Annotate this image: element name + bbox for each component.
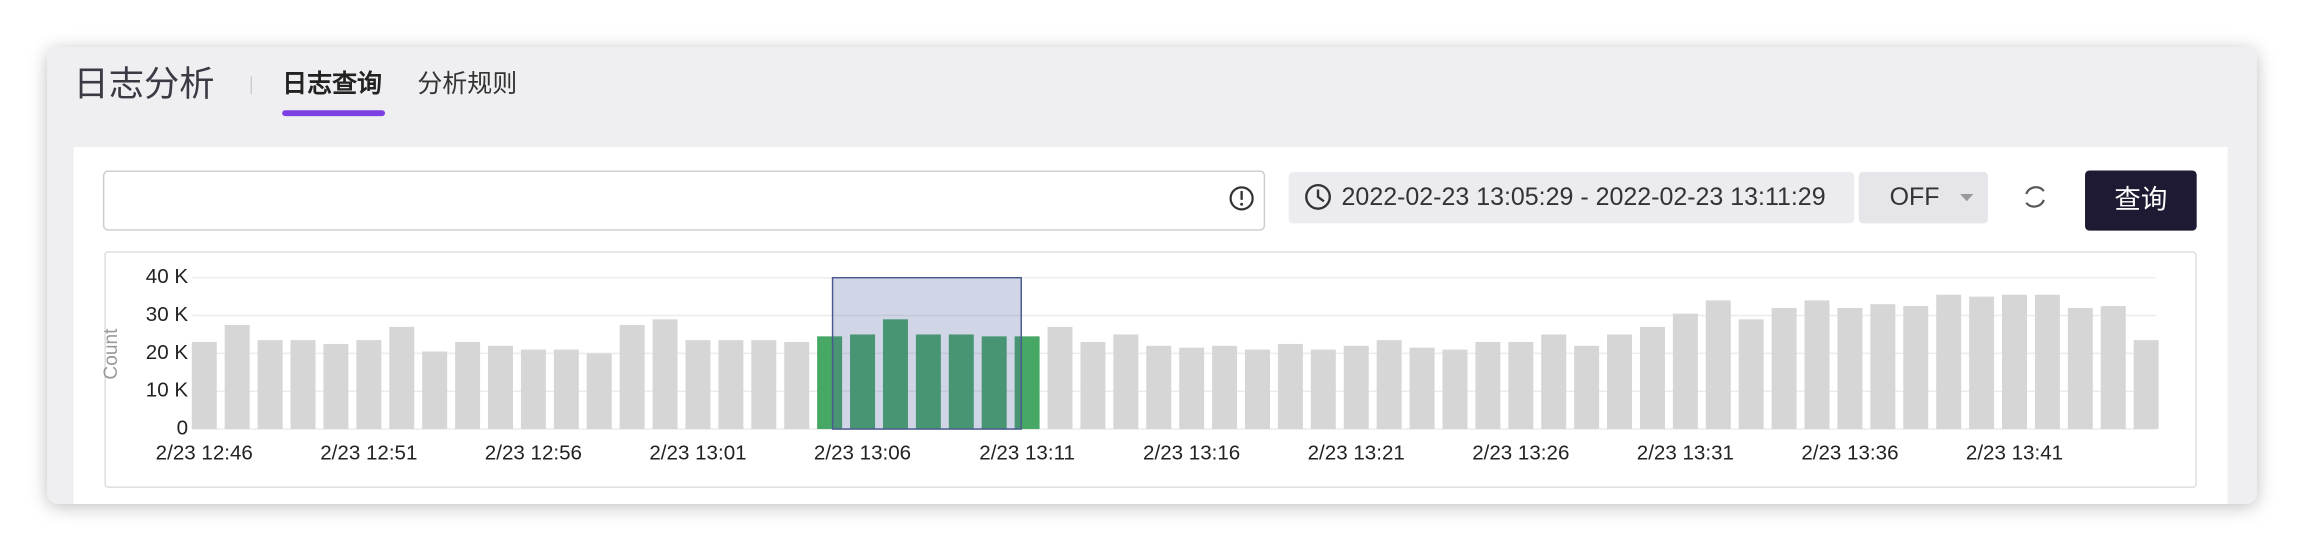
x-tick-label: 2/23 13:16 [1143,441,1240,464]
bar [1508,342,1534,430]
bar [1442,349,1468,430]
tab-underline [282,110,386,117]
bar [685,340,711,430]
page-title: 日志分析 [74,65,215,104]
bar [1607,334,1633,430]
bar [1639,326,1665,430]
bar [257,340,283,430]
bar [1245,349,1270,430]
x-tick-label: 2/23 13:11 [979,441,1075,464]
bar [1343,345,1369,430]
bar [2034,294,2060,430]
y-axis-label: Count [101,328,122,380]
y-tick-label: 0 [177,416,188,439]
x-tick-label: 2/23 12:46 [156,441,253,464]
bar [1014,336,1040,430]
bar [1541,334,1567,430]
bar [586,353,612,430]
bar [981,336,1007,430]
bar [389,326,415,430]
bar [323,343,349,430]
bar [455,342,481,430]
clock-hands [1316,189,1325,203]
bar [751,340,777,430]
query-button[interactable] [2085,170,2197,231]
bar [1146,345,1172,430]
refresh-icon[interactable] [2025,186,2045,208]
refresh-select[interactable] [1858,171,1989,224]
y-tick-label: 20 K [146,341,189,364]
bar [488,345,513,430]
info-icon[interactable] [1229,186,1254,211]
x-tick-label: 2/23 13:31 [1637,441,1734,464]
bar [422,351,448,430]
bar [1475,342,1501,430]
tab[interactable]: 分析规则 [417,70,517,98]
x-tick-label: 2/23 13:41 [1966,441,2063,464]
x-tick-label: 2/23 13:36 [1801,441,1898,464]
bar [1212,345,1238,430]
bar [1113,334,1139,430]
bar [1310,349,1336,430]
bar [1771,307,1797,430]
bar [784,342,810,430]
info-icon-dot [1240,202,1244,206]
bar [1409,347,1435,430]
bar [1376,340,1402,430]
bar [882,319,908,430]
x-tick-label: 2/23 12:51 [320,441,417,464]
tab[interactable]: 日志查询 [282,69,382,98]
bar [1738,319,1764,430]
bar [1705,300,1731,430]
bar [1047,326,1073,430]
bar [1672,313,1698,430]
bar [356,340,382,430]
x-tick-label: 2/23 13:01 [649,441,746,464]
bar [948,334,974,430]
bar [290,340,316,430]
x-tick-label: 2/23 13:26 [1472,441,1569,464]
x-tick-label: 2/23 12:56 [485,441,582,464]
bar [2067,307,2093,430]
bar [1936,294,1962,430]
clock-icon [1305,183,1331,210]
y-tick-label: 10 K [146,379,189,402]
bar [718,340,744,430]
x-tick-label: 2/23 13:21 [1308,441,1405,464]
search-input[interactable] [102,170,1266,231]
bar [520,349,546,430]
bar [1179,347,1205,430]
bar [1837,307,1863,430]
bar [1969,296,1995,430]
bar [1277,343,1303,430]
dropdown-arrow [1960,193,1974,202]
y-tick-label: 40 K [146,265,189,288]
query-button-label: 查询 [2114,184,2167,214]
selection-overlay [831,276,1022,430]
bar [652,319,678,430]
refresh-value: OFF [1890,183,1940,211]
bar [1080,342,1106,430]
y-tick-label: 30 K [146,303,189,326]
bar [2100,306,2126,430]
bar [191,342,217,430]
bar [1870,304,1896,430]
bar [2133,340,2159,430]
plot: 0 10 K 20 K 30 K 40 K 2/23 12:46 2/23 12:51 2/2… [146,265,2159,464]
bar [224,324,250,430]
bar [619,324,645,430]
bar [850,334,876,430]
x-tick-label: 2/23 13:06 [814,441,911,464]
bar [553,349,579,430]
bar [915,334,941,430]
bar [817,336,843,430]
time-range-text: 2022-02-23 13:05:29 - 2022-02-23 13:11:2… [1342,183,1826,211]
bar [1903,306,1929,430]
bar [1574,345,1600,430]
bar [2002,294,2027,430]
time-range[interactable] [1288,171,1855,224]
bar [1804,300,1830,430]
